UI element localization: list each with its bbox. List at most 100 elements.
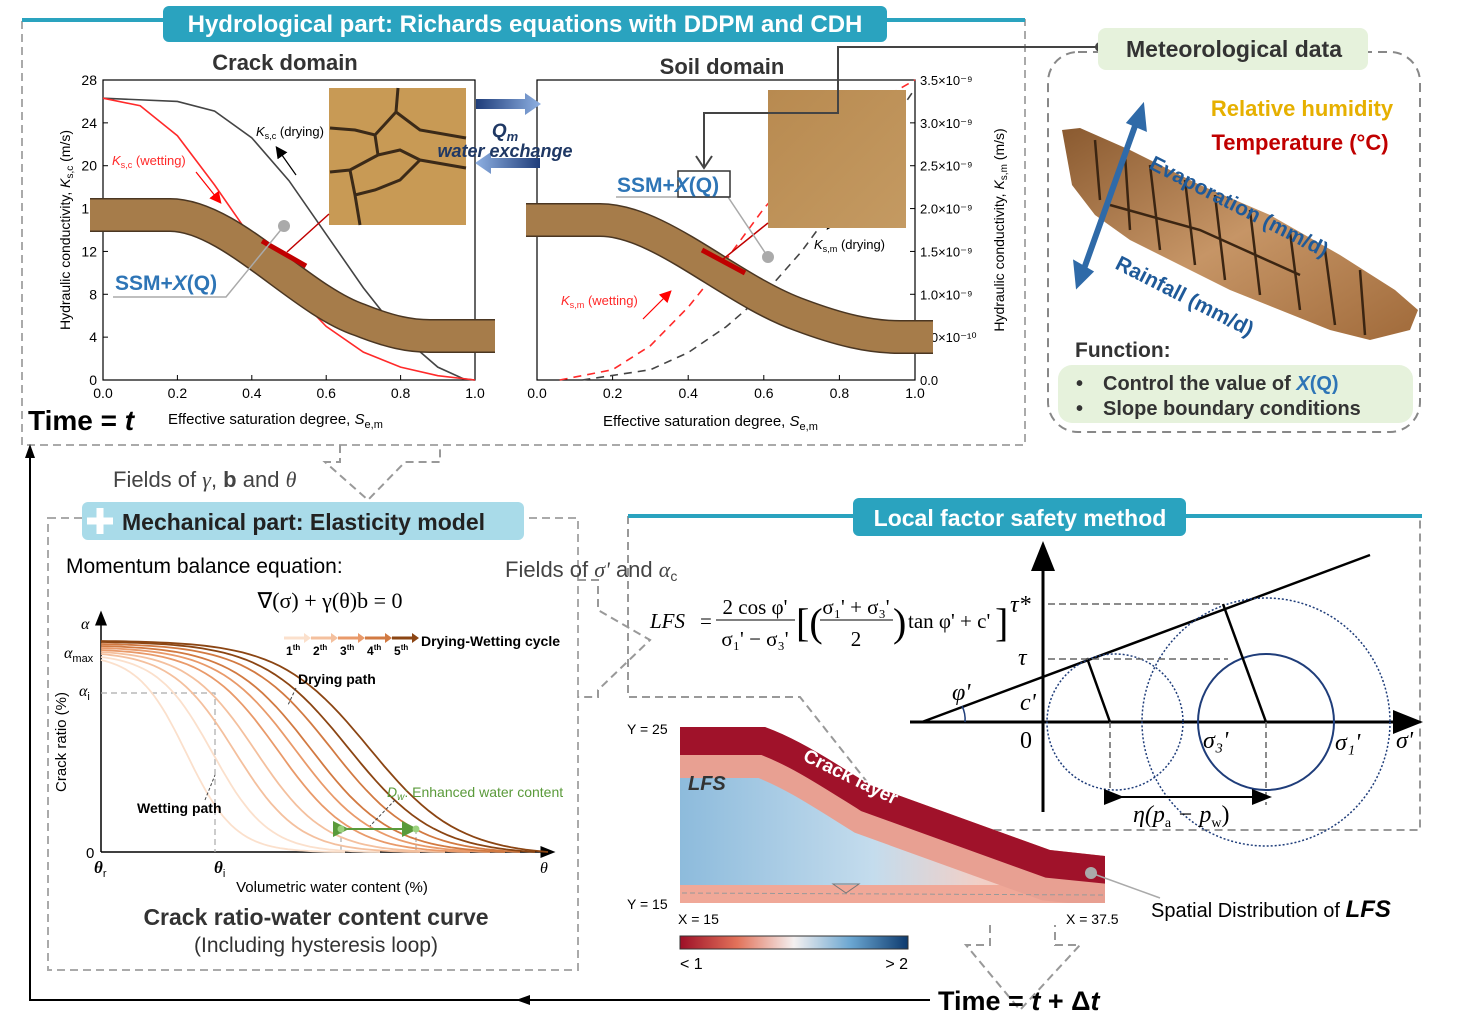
cycle-legend-arrowhead [304,633,311,643]
y-tick-label: 3.5×10⁻⁹ [920,73,973,88]
crack-slope-band [90,199,495,352]
x-axis-label: Effective saturation degree, Se,m [603,413,818,433]
formula-eq: = [700,609,712,633]
curve-label: Ks,m (wetting) [561,293,638,310]
feedback-loop-line [29,447,930,1001]
momentum-equation: ∇(σ) + γ(θ)b = 0 [257,588,403,613]
x-tick-label: 1.0 [905,385,925,401]
drying-direction-arrow [275,146,297,176]
momentum-label: Momentum balance equation: [66,555,343,578]
y-tick-label: 0.0 [920,373,938,388]
x-tick-label: 0.6 [754,385,774,401]
y-tick-label: 28 [81,72,97,88]
cycle-legend-arrowhead [412,633,419,643]
crack-photo-link [286,213,330,253]
mohr-circle-large [1141,597,1391,847]
drying-path-label: Drying path [298,671,376,687]
y-axis-label: Hydraulic conductivity, Ks,m (m/s) [991,128,1010,331]
ssm-soil-label: SSM+X(Q) [617,174,719,197]
y-tick-label: 4 [89,329,97,345]
cycle-legend: 1th 2th 3th 4th 5th [284,633,419,658]
crack-ratio-ylabel: Crack ratio (%) [53,692,70,792]
x-right-label: X = 37.5 [1066,911,1119,927]
y-top-label: Y = 25 [627,721,668,737]
eta-label: η(pa − pw) [1133,802,1229,831]
cycle-legend-arrowhead [358,633,365,643]
formula-lhs: LFS [649,609,686,633]
time-next-label: Time = t + Δt [938,986,1101,1016]
alpha-i-label: αi [79,683,90,703]
y-tick-label: 2.0×10⁻⁹ [920,202,973,217]
crack-element-marker [260,238,308,269]
plus-icon [87,508,113,534]
function-box [1058,365,1413,423]
eta-guides [1109,722,1267,805]
y-tick-label: 0 [89,372,97,388]
x-tick-label: 0.8 [830,385,850,401]
y-tick-label: 24 [81,115,97,131]
sigma-label: σ' [1396,728,1414,754]
function-bullet-2: • Slope boundary conditions [1076,398,1361,420]
soil-domain-title: Soil domain [660,54,785,79]
vwc-xlabel: Volumetric water content (%) [236,879,428,896]
x-tick-label: 0.0 [93,385,113,401]
hydrological-panel: Hydrological part: Richards equations wi… [21,6,1105,446]
x-tick-label: 0.4 [242,385,262,401]
crack-ratio-curve [100,659,346,853]
water-exchange-left-arrow [475,152,540,174]
alpha-axis-label: α [81,616,90,633]
sigma1-label: σ₁' [1335,730,1361,756]
water-table [681,892,1104,896]
water-exchange-label: water exchange [437,141,572,161]
lfs-contour-map: LFS Crack layer Y = 25 Y = 15 X = 15 X =… [627,721,1391,973]
cycle-legend-arrowhead [331,633,338,643]
mohr-circle-small [1046,653,1184,791]
crack-ratio-curve [100,653,421,853]
theta-r-label: θr [94,858,107,880]
crack-ratio-curve [100,649,471,853]
dw-point [337,825,345,833]
ssm-crack-dot [278,220,290,232]
panel-border [21,19,1026,446]
ssm-crack-label: SSM+X(Q) [115,272,217,295]
curve-label: Ks,c (wetting) [112,153,186,170]
paren-right: ) [893,600,906,645]
wetting-direction-arrow [195,171,222,204]
cycle-legend-label: 5th [394,643,408,658]
x-tick-label: 0.0 [527,385,547,401]
zero-label: 0 [86,845,94,862]
soil-element-marker [700,247,747,276]
hollow-arrow-down-1 [322,445,441,502]
y-tick-label: 1.5×10⁻⁹ [920,244,973,259]
crack-photo [329,87,467,226]
formula-den: σ₁' − σ₃' [721,627,788,651]
crack-domain-title: Crack domain [212,50,358,75]
hydro-title-pill [163,6,887,42]
soil-slope-band [526,204,933,353]
cycle-legend-label: 4th [367,643,381,658]
mohr-circle-diagram: τ* τ φ' c' 0 σ₃' σ₁' σ' η(pa − pw) [910,541,1423,847]
tau-star-label: τ* [1010,592,1031,618]
qm-label: Qm [492,121,519,144]
mechanical-panel: Mechanical part: Elasticity model Moment… [47,502,579,971]
ssm-crack-leader [113,225,285,298]
lfs-border [627,516,1421,831]
cycle-legend-label: 2th [313,643,327,658]
formula-num: 2 cos φ' [723,595,788,619]
radius-large [1221,603,1268,723]
meteo-title-pill [1098,28,1368,70]
soil-photo-link [721,222,769,261]
drying-leader [287,687,297,706]
meteo-title: Meteorological data [1126,36,1342,62]
water-exchange-right-arrow [476,93,541,115]
hollow-arrow-down-2 [963,925,1083,1012]
cracked-soil-image [1062,128,1418,340]
wetting-path-label: Wetting path [137,800,222,816]
xq-box [677,170,731,198]
mech-title-pill [82,502,524,540]
sigma3-label: σ₃' [1203,728,1229,754]
spatial-leader [1090,872,1161,899]
x-tick-label: 0.2 [603,385,623,401]
evap-rain-arrow [1077,110,1143,282]
